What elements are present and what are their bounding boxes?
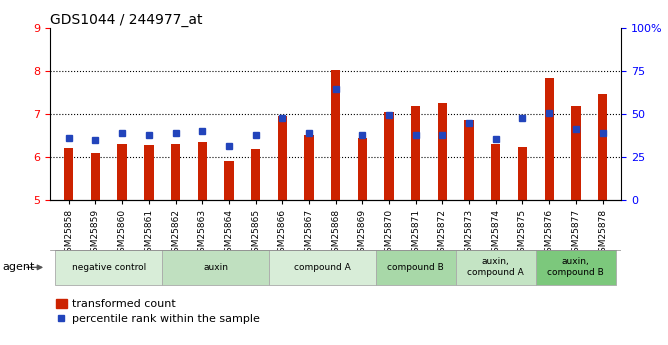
Text: auxin: auxin [203,263,228,272]
Text: compound A: compound A [294,263,351,272]
Bar [118,144,127,200]
Bar [269,250,375,285]
Text: negative control: negative control [71,263,146,272]
Text: auxin,
compound B: auxin, compound B [548,257,605,277]
Bar [384,112,393,200]
Text: GDS1044 / 244977_at: GDS1044 / 244977_at [50,12,202,27]
Bar [464,120,474,200]
Bar [518,148,527,200]
Bar [571,106,580,200]
Bar [305,136,314,200]
Bar [536,250,616,285]
Bar [198,142,207,200]
Bar [55,250,162,285]
Bar [331,70,340,200]
Bar [91,152,100,200]
Bar [224,161,234,200]
Text: agent: agent [2,263,34,272]
Bar [357,138,367,200]
Bar [162,250,269,285]
Bar [491,144,500,200]
Legend: transformed count, percentile rank within the sample: transformed count, percentile rank withi… [55,299,261,324]
Bar [598,95,607,200]
Bar [278,116,287,200]
Bar [456,250,536,285]
Text: auxin,
compound A: auxin, compound A [468,257,524,277]
Bar [375,250,456,285]
Bar [251,149,261,200]
Bar [64,148,73,200]
Bar [171,144,180,200]
Bar [411,106,420,200]
Bar [144,145,154,200]
Bar [438,103,447,200]
Text: compound B: compound B [387,263,444,272]
Bar [544,79,554,200]
